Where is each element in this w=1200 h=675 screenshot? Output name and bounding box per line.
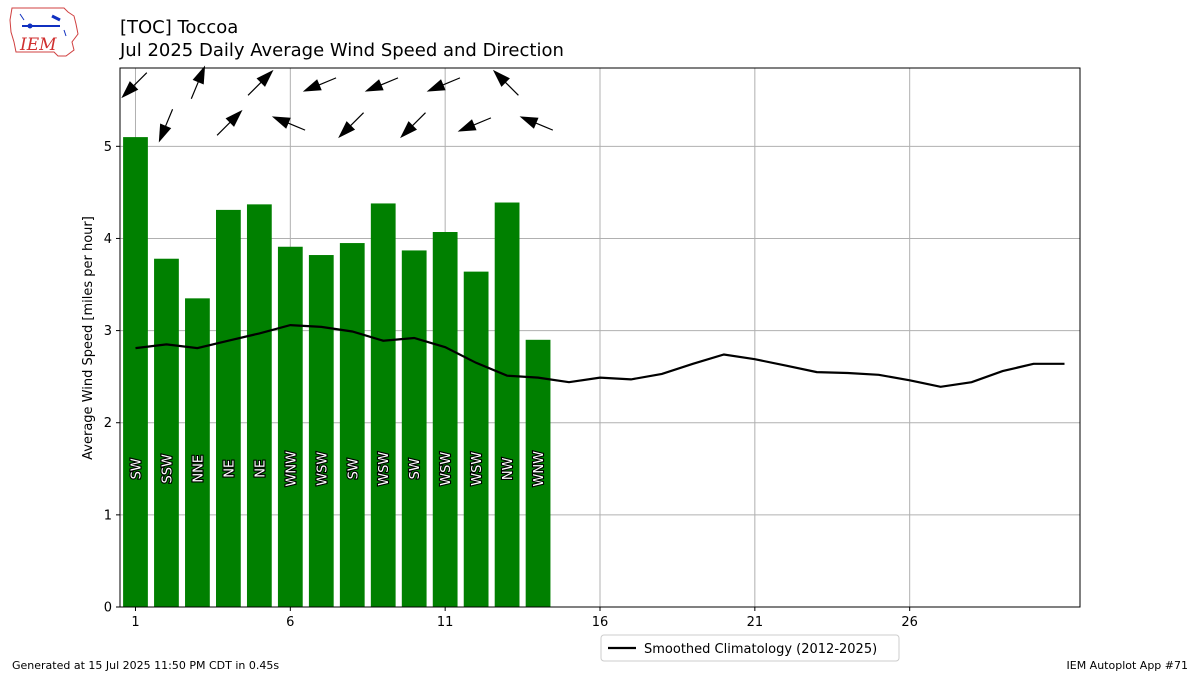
y-tick-label: 3 [104, 324, 112, 339]
wind-arrow [400, 112, 426, 139]
y-tick-label: 0 [104, 601, 112, 616]
bar [277, 246, 303, 607]
direction-label: WNW [532, 451, 547, 487]
wind-arrow [302, 77, 337, 92]
x-tick-label: 21 [747, 615, 764, 630]
wind-arrow [426, 77, 461, 92]
y-axis-label: Average Wind Speed [miles per hour] [81, 216, 96, 460]
bar [216, 209, 241, 607]
wind-arrow [457, 117, 492, 132]
direction-label: WNW [284, 451, 299, 487]
direction-label: SW [408, 458, 423, 479]
direction-label: WSW [470, 452, 485, 486]
wind-arrow [492, 69, 519, 96]
x-tick-label: 11 [437, 615, 454, 630]
legend: Smoothed Climatology (2012-2025) [600, 634, 900, 662]
chart-title: [TOC] Toccoa [120, 17, 239, 38]
bar [185, 298, 210, 607]
wind-arrow [158, 108, 174, 143]
bar [308, 255, 334, 608]
direction-label: SW [129, 458, 144, 479]
x-tick-label: 16 [592, 615, 609, 630]
bar-series [123, 137, 551, 608]
climatology-series [135, 323, 1065, 388]
y-tick-label: 2 [104, 416, 112, 431]
climatology-line [135, 323, 1065, 388]
direction-label: WSW [439, 452, 454, 486]
direction-label: NE [253, 460, 268, 478]
legend-label: Smoothed Climatology (2012-2025) [644, 642, 877, 657]
bar [370, 203, 396, 607]
wind-arrow [519, 116, 554, 131]
direction-label: NNE [191, 455, 206, 483]
bar [463, 271, 489, 607]
bar [123, 137, 148, 607]
bar [494, 202, 520, 607]
x-tick-label: 26 [901, 615, 918, 630]
wind-arrow [247, 69, 274, 96]
footer-app-text: IEM Autoplot App #71 [1066, 659, 1189, 672]
x-tick-label: 1 [131, 615, 139, 630]
y-tick-label: 1 [104, 508, 112, 523]
direction-label: SW [346, 458, 361, 479]
direction-label: NE [222, 460, 237, 478]
x-tick-label: 6 [286, 615, 294, 630]
wind-arrow [364, 77, 399, 92]
wind-arrow [271, 116, 306, 131]
bar [246, 204, 272, 607]
direction-label: NW [501, 457, 516, 480]
bar [432, 232, 458, 607]
iem-logo-icon: IEM [9, 7, 79, 57]
wind-arrow [338, 112, 364, 139]
wind-arrows [121, 65, 554, 143]
bar [401, 250, 427, 607]
direction-label: WSW [377, 452, 392, 486]
bar [525, 339, 551, 607]
direction-labels: SW SSW NNE NE NE WNW WSW SW WSW SW WSW WSW NW WNW [128, 450, 548, 488]
y-tick-label: 4 [104, 232, 112, 247]
direction-label: WSW [315, 452, 330, 486]
logo-text: IEM [19, 35, 57, 55]
bar [154, 258, 179, 607]
y-tick-label: 5 [104, 140, 112, 155]
wind-arrow [190, 65, 206, 100]
chart-subtitle: Jul 2025 Daily Average Wind Speed and Di… [120, 40, 564, 61]
direction-label: SSW [160, 454, 175, 484]
wind-arrow [216, 109, 243, 136]
bar [339, 243, 365, 608]
wind-arrow [121, 72, 148, 99]
footer-generated-text: Generated at 15 Jul 2025 11:50 PM CDT in… [12, 659, 280, 672]
